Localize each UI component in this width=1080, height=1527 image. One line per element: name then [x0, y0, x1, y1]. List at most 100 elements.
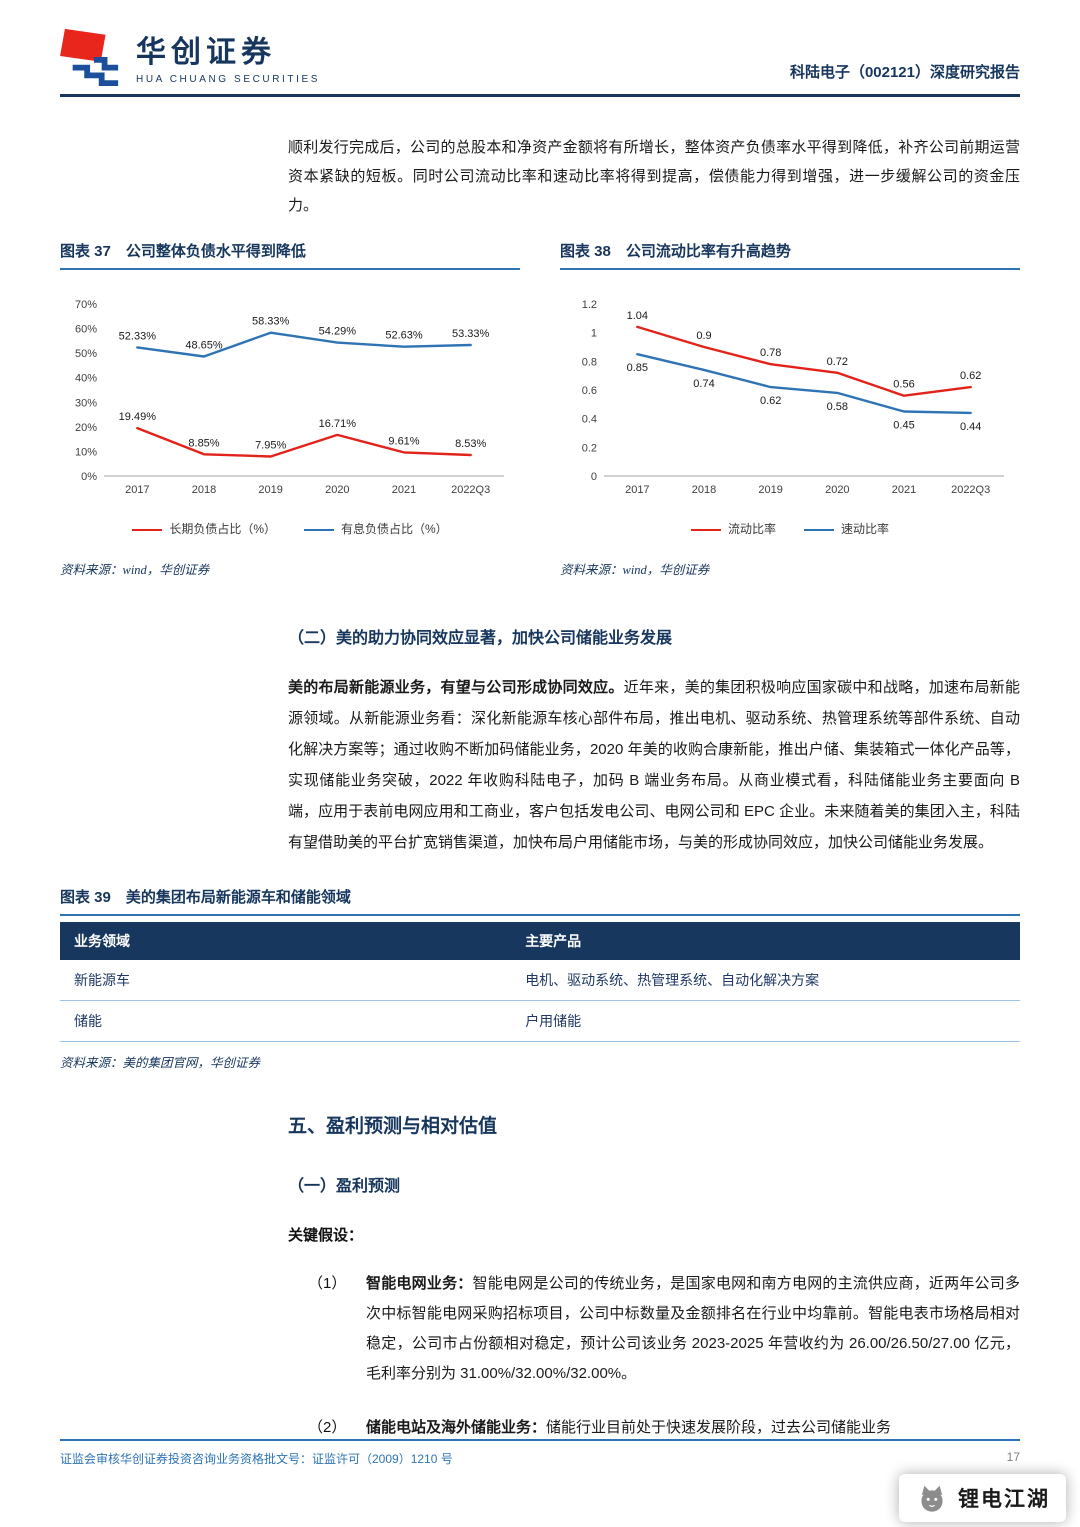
svg-text:0.72: 0.72 — [827, 356, 848, 368]
legend-item: 流动比率 — [690, 520, 776, 537]
report-title: 科陆电子（002121）深度研究报告 — [789, 64, 1020, 81]
svg-text:52.33%: 52.33% — [119, 330, 157, 342]
table-cell: 电机、驱动系统、热管理系统、自动化解决方案 — [511, 960, 1020, 1001]
legend-item: 长期负债占比（%） — [132, 520, 276, 537]
svg-text:54.29%: 54.29% — [319, 326, 357, 338]
svg-text:1: 1 — [591, 328, 597, 340]
svg-text:2021: 2021 — [892, 484, 916, 496]
brand: 华创证券 HUA CHUANG SECURITIES — [60, 26, 320, 86]
svg-text:19.49%: 19.49% — [119, 411, 157, 423]
table-cell: 新能源车 — [60, 960, 512, 1001]
svg-text:0.45: 0.45 — [893, 420, 914, 432]
figure-37: 图表 37 公司整体负债水平得到降低 0% 10% 20% 30% 40% 50% 60% 7… — [60, 240, 520, 578]
svg-text:7.95%: 7.95% — [255, 439, 286, 451]
figure-39-title: 图表 39 美的集团布局新能源车和储能领域 — [60, 886, 1020, 916]
svg-text:0.78: 0.78 — [760, 347, 781, 359]
assumption-item-1-number: （1） — [308, 1275, 347, 1292]
svg-text:0.8: 0.8 — [582, 356, 597, 368]
svg-text:0.6: 0.6 — [582, 385, 597, 397]
svg-text:20%: 20% — [75, 422, 97, 434]
cat-logo-icon — [921, 1485, 943, 1512]
figure-37-source: 资料来源：wind，华创证券 — [60, 563, 210, 577]
page-header: 华创证券 HUA CHUANG SECURITIES 科陆电子（002121）深… — [60, 0, 1020, 86]
figure-37-title: 图表 37 公司整体负债水平得到降低 — [60, 240, 520, 270]
svg-text:0.4: 0.4 — [582, 414, 597, 426]
intro-paragraph: 顺利发行完成后，公司的总股本和净资产金额将有所增长，整体资产负债率水平得到降低，… — [288, 139, 1020, 214]
footer-row: 证监会审核华创证券投资咨询业务资格批文号：证监许可（2009）1210 号 17 — [60, 1450, 1020, 1467]
svg-text:2018: 2018 — [192, 484, 216, 496]
assumption-item-1: （1） 智能电网业务：智能电网是公司的传统业务，是国家电网和南方电网的主流供应商… — [308, 1269, 1020, 1389]
figures-row: 图表 37 公司整体负债水平得到降低 0% 10% 20% 30% 40% 50% 60% 7… — [60, 240, 1020, 578]
svg-text:2022Q3: 2022Q3 — [451, 484, 490, 496]
section-2-heading: （二）美的助力协同效应显著，加快公司储能业务发展 — [288, 630, 673, 647]
brand-name-en: HUA CHUANG SECURITIES — [136, 74, 321, 85]
section-5-1-heading: （一）盈利预测 — [288, 1178, 401, 1195]
svg-text:16.71%: 16.71% — [319, 418, 357, 430]
assumption-item-1-lead: 智能电网业务： — [366, 1275, 473, 1292]
footer-license-text: 证监会审核华创证券投资咨询业务资格批文号：证监许可（2009）1210 号 — [60, 1452, 453, 1466]
figure-39-source: 资料来源：美的集团官网，华创证券 — [60, 1056, 261, 1070]
svg-text:2020: 2020 — [825, 484, 849, 496]
assumption-item-2-lead: 储能电站及海外储能业务： — [366, 1419, 547, 1436]
legend-item: 有息负债占比（%） — [304, 520, 448, 537]
table-cell: 户用储能 — [511, 1000, 1020, 1042]
header-rule — [60, 94, 1020, 97]
midea-business-table: 业务领域 主要产品 新能源车 电机、驱动系统、热管理系统、自动化解决方案 储能 … — [60, 922, 1020, 1042]
svg-text:0.74: 0.74 — [693, 378, 714, 390]
svg-text:2019: 2019 — [258, 484, 282, 496]
svg-text:2020: 2020 — [325, 484, 349, 496]
svg-text:0.62: 0.62 — [760, 395, 781, 407]
page-number: 17 — [1006, 1450, 1020, 1464]
watermark-badge: 锂电江湖 — [899, 1474, 1066, 1522]
assumption-item-2: （2） 储能电站及海外储能业务：储能行业目前处于快速发展阶段，过去公司储能业务 — [308, 1413, 1020, 1443]
figure-38-title: 图表 38 公司流动比率有升高趋势 — [560, 240, 1020, 270]
footer-rule — [60, 1439, 1020, 1441]
debt-structure-legend: 长期负债占比（%） 有息负债占比（%） — [60, 520, 520, 537]
svg-text:2019: 2019 — [758, 484, 782, 496]
svg-text:0.85: 0.85 — [627, 362, 648, 374]
svg-text:0.62: 0.62 — [960, 370, 981, 382]
svg-text:9.61%: 9.61% — [388, 435, 419, 447]
synergy-paragraph: 美的布局新能源业务，有望与公司形成协同效应。近年来，美的集团积极响应国家碳中和战… — [288, 672, 1020, 858]
legend-item: 速动比率 — [804, 520, 889, 537]
svg-text:1.04: 1.04 — [627, 310, 648, 322]
liquidity-ratio-legend: 流动比率 速动比率 — [560, 520, 1020, 537]
svg-text:2022Q3: 2022Q3 — [951, 484, 990, 496]
svg-text:53.33%: 53.33% — [452, 328, 490, 340]
table-cell: 储能 — [60, 1000, 512, 1042]
svg-text:0.44: 0.44 — [960, 421, 981, 433]
liquidity-ratio-chart: 0 0.2 0.4 0.6 0.8 1 1.2 2017 2018 2019 2020 2021 202… — [582, 299, 1004, 496]
svg-text:0: 0 — [591, 471, 597, 483]
svg-text:0.9: 0.9 — [696, 330, 711, 342]
synergy-paragraph-body: 近年来，美的集团积极响应国家碳中和战略，加速布局新能源领域。从新能源业务看：深化… — [288, 679, 1020, 851]
svg-text:58.33%: 58.33% — [252, 316, 290, 328]
svg-text:50%: 50% — [75, 348, 97, 360]
table-header-main-products: 主要产品 — [511, 922, 1020, 960]
svg-text:0%: 0% — [81, 471, 97, 483]
assumption-item-2-number: （2） — [308, 1419, 347, 1436]
assumption-item-2-text: 储能电站及海外储能业务：储能行业目前处于快速发展阶段，过去公司储能业务 — [366, 1413, 1020, 1443]
huachuang-logo-icon — [60, 28, 119, 86]
svg-text:2017: 2017 — [625, 484, 649, 496]
svg-text:2021: 2021 — [392, 484, 416, 496]
svg-text:0.58: 0.58 — [827, 401, 848, 413]
key-assumptions-label: 关键假设： — [288, 1227, 364, 1244]
svg-text:1.2: 1.2 — [582, 299, 597, 311]
section-5-heading: 五、盈利预测与相对估值 — [288, 1116, 498, 1137]
svg-text:30%: 30% — [75, 397, 97, 409]
watermark-text: 锂电江湖 — [958, 1488, 1050, 1511]
svg-text:0.56: 0.56 — [893, 379, 914, 391]
table-header-row: 业务领域 主要产品 — [60, 922, 1020, 960]
svg-text:70%: 70% — [75, 299, 97, 311]
table-row-nev: 新能源车 电机、驱动系统、热管理系统、自动化解决方案 — [60, 960, 1020, 1001]
svg-text:10%: 10% — [75, 446, 97, 458]
svg-text:40%: 40% — [75, 373, 97, 385]
page-footer: 证监会审核华创证券投资咨询业务资格批文号：证监许可（2009）1210 号 17 — [60, 1439, 1020, 1467]
svg-text:8.53%: 8.53% — [455, 438, 486, 450]
debt-structure-chart: 0% 10% 20% 30% 40% 50% 60% 70% 2017 2018 2019 2020 2… — [75, 299, 504, 496]
table-header-business-field: 业务领域 — [60, 922, 512, 960]
svg-text:2018: 2018 — [692, 484, 716, 496]
brand-name-cn: 华创证券 — [136, 36, 276, 69]
svg-text:48.65%: 48.65% — [185, 339, 223, 351]
